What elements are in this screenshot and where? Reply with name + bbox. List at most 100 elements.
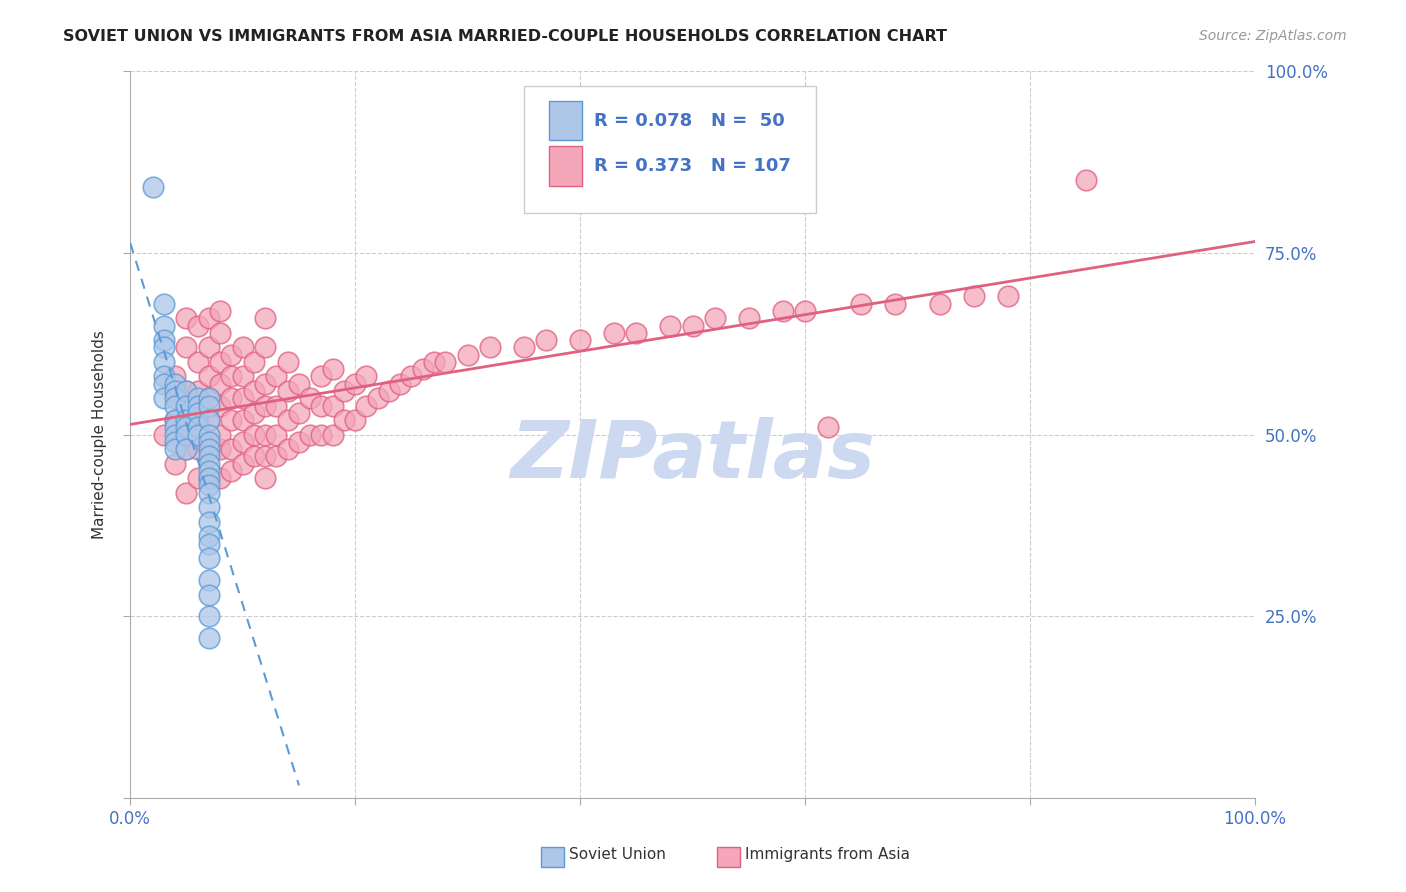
Point: [288, 376, 311, 391]
Point: [176, 340, 198, 354]
Point: [232, 434, 254, 449]
Point: [209, 326, 232, 340]
Text: Source: ZipAtlas.com: Source: ZipAtlas.com: [1199, 29, 1347, 43]
Point: [997, 289, 1019, 303]
Point: [322, 427, 344, 442]
Point: [682, 318, 704, 333]
Point: [232, 391, 254, 405]
Point: [176, 420, 198, 434]
Point: [221, 413, 243, 427]
Point: [333, 413, 356, 427]
Point: [254, 311, 277, 326]
Point: [254, 450, 277, 464]
Point: [884, 296, 907, 310]
Text: ZIPatlas: ZIPatlas: [510, 417, 875, 495]
Point: [187, 406, 209, 420]
Point: [198, 471, 221, 485]
Point: [198, 471, 221, 485]
Point: [322, 362, 344, 376]
Point: [165, 391, 187, 405]
Point: [333, 384, 356, 398]
Point: [626, 326, 648, 340]
Point: [266, 369, 288, 384]
Text: SOVIET UNION VS IMMIGRANTS FROM ASIA MARRIED-COUPLE HOUSEHOLDS CORRELATION CHART: SOVIET UNION VS IMMIGRANTS FROM ASIA MAR…: [63, 29, 948, 44]
Point: [198, 450, 221, 464]
Point: [378, 384, 401, 398]
Point: [165, 413, 187, 427]
Point: [198, 478, 221, 492]
Point: [434, 355, 457, 369]
Text: Soviet Union: Soviet Union: [569, 847, 666, 863]
Point: [176, 427, 198, 442]
Point: [817, 420, 839, 434]
Point: [187, 384, 209, 398]
Point: [198, 631, 221, 645]
Point: [209, 355, 232, 369]
Point: [221, 391, 243, 405]
Point: [1076, 173, 1098, 187]
Point: [165, 376, 187, 391]
Point: [198, 573, 221, 587]
Point: [198, 609, 221, 624]
Point: [165, 420, 187, 434]
Point: [165, 434, 187, 449]
Point: [153, 340, 176, 354]
Point: [311, 369, 333, 384]
Point: [187, 442, 209, 457]
Point: [187, 413, 209, 427]
Point: [198, 464, 221, 478]
Point: [153, 355, 176, 369]
Point: [176, 384, 198, 398]
Point: [187, 355, 209, 369]
Point: [165, 384, 187, 398]
Point: [277, 413, 299, 427]
Point: [401, 369, 423, 384]
Point: [176, 384, 198, 398]
Point: [344, 376, 367, 391]
Point: [187, 471, 209, 485]
Point: [153, 318, 176, 333]
Point: [153, 333, 176, 347]
Point: [603, 326, 626, 340]
Point: [569, 333, 592, 347]
Point: [232, 369, 254, 384]
Point: [176, 413, 198, 427]
Point: [513, 340, 536, 354]
Point: [198, 399, 221, 413]
Point: [423, 355, 446, 369]
Point: [165, 399, 187, 413]
Bar: [548, 145, 582, 186]
Point: [288, 406, 311, 420]
Point: [198, 442, 221, 457]
Point: [198, 442, 221, 457]
Point: [209, 427, 232, 442]
FancyBboxPatch shape: [524, 86, 817, 213]
Point: [198, 427, 221, 442]
Point: [299, 427, 322, 442]
Point: [659, 318, 682, 333]
Point: [963, 289, 986, 303]
Point: [198, 434, 221, 449]
Point: [277, 355, 299, 369]
Point: [176, 399, 198, 413]
Point: [929, 296, 952, 310]
Point: [479, 340, 502, 354]
Point: [209, 471, 232, 485]
Point: [221, 442, 243, 457]
Point: [187, 318, 209, 333]
Point: [165, 413, 187, 427]
Point: [153, 427, 176, 442]
Bar: [548, 101, 582, 141]
Point: [198, 588, 221, 602]
Point: [254, 399, 277, 413]
Point: [198, 457, 221, 471]
Point: [198, 369, 221, 384]
Point: [187, 420, 209, 434]
Point: [221, 348, 243, 362]
Point: [142, 180, 165, 194]
Point: [311, 427, 333, 442]
Point: [277, 384, 299, 398]
Point: [187, 427, 209, 442]
Point: [254, 427, 277, 442]
Point: [356, 369, 378, 384]
